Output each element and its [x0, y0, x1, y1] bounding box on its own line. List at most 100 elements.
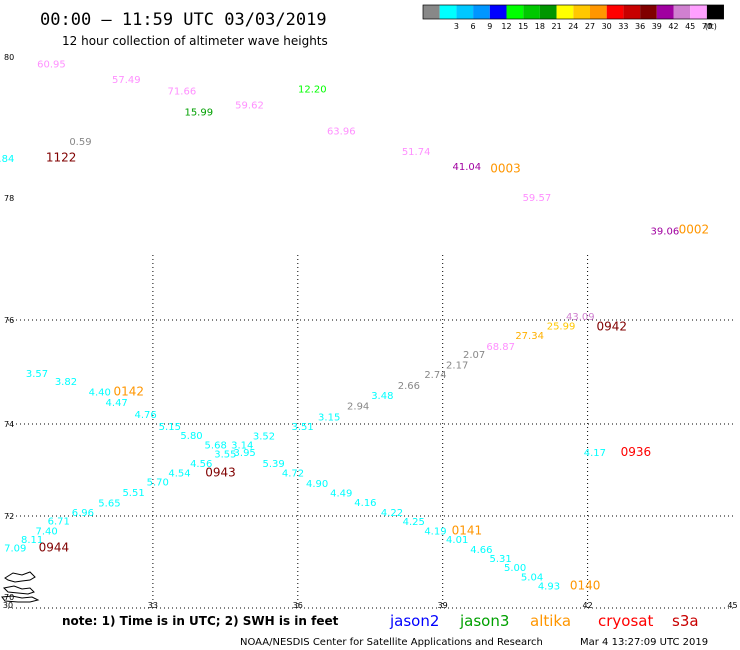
pass-time-label: 0141: [452, 523, 483, 537]
legend-swatch: [606, 5, 624, 19]
legend-swatch: [640, 5, 657, 19]
wave-height-value: 25.99: [547, 321, 576, 332]
wave-height-value: 3.14: [231, 440, 253, 451]
wave-height-value: 4.40: [89, 387, 111, 398]
legend-swatch: [423, 5, 440, 19]
legend-label: 15: [518, 22, 528, 31]
wave-height-value: 5.39: [263, 459, 285, 470]
lat-tick-label: 80: [4, 53, 14, 62]
wave-height-value: 3.48: [371, 391, 393, 402]
lon-tick-label: 33: [148, 601, 158, 610]
wave-height-value: 4.17: [584, 448, 606, 459]
legend-label: 6: [471, 22, 476, 31]
legend-label: 9: [487, 22, 492, 31]
wave-height-value: 7.09: [4, 543, 26, 554]
legend-swatch: [539, 5, 557, 19]
satellite-name: cryosat: [598, 612, 653, 630]
legend-label: 21: [552, 22, 562, 31]
legend-swatch: [706, 5, 724, 19]
wave-height-value: 15.99: [184, 108, 213, 119]
legend-swatch: [473, 5, 490, 19]
wave-height-value: 4.16: [354, 498, 376, 509]
legend-swatch: [623, 5, 641, 19]
wave-height-value: 3.52: [253, 432, 275, 443]
footer-credit: NOAA/NESDIS Center for Satellite Applica…: [240, 637, 543, 648]
legend-swatch: [439, 5, 457, 19]
wave-height-value: 2.66: [398, 381, 420, 392]
pass-time-label: 1122: [46, 150, 77, 164]
wave-height-value: 57.49: [112, 75, 141, 86]
legend-label: 36: [635, 22, 645, 31]
wave-height-value: 4.47: [106, 398, 128, 409]
coastline: [1, 571, 40, 603]
lat-tick-label: 78: [4, 194, 14, 203]
pass-time-label: 0142: [113, 384, 144, 398]
color-scale-legend: 3 6 9 12 15 18 21 24 27 30 33 36 39 42 45 70(ft): [422, 4, 724, 31]
wave-height-value: 12.20: [298, 84, 327, 95]
satellite-name: jason2: [389, 612, 439, 630]
wave-height-value: 4.25: [403, 517, 425, 528]
legend-swatch: [556, 5, 574, 19]
wave-height-value: 4.19: [424, 526, 446, 537]
lon-tick-label: 30: [3, 601, 13, 610]
wave-height-value: 4.72: [282, 468, 304, 479]
wave-height-value: 3.95: [234, 448, 256, 459]
wave-height-value: 2.74: [424, 370, 446, 381]
wave-height-value: 41.04: [453, 162, 482, 173]
wave-height-value: 2.07: [463, 350, 485, 361]
wave-height-value: 5.04: [521, 572, 543, 583]
wave-height-value: 3.51: [291, 422, 313, 433]
wave-height-value: 4.49: [330, 489, 352, 500]
legend-swatch: [489, 5, 507, 19]
legend-label: 45: [685, 22, 695, 31]
legend-label: 3: [454, 22, 459, 31]
wave-height-value: 5.65: [98, 498, 120, 509]
wave-height-value: 4.93: [538, 582, 560, 593]
lat-tick-label: 76: [4, 316, 14, 325]
wave-height-value: 7.40: [36, 526, 58, 537]
wave-height-value: 3.82: [55, 377, 77, 388]
wave-height-value: 5.15: [159, 422, 181, 433]
wave-height-value: 59.62: [235, 100, 264, 111]
satellite-legend: jason2 jason3 altika cryosat s3a: [389, 612, 699, 630]
pass-time-label: 0942: [596, 319, 627, 333]
pass-time-labels: 1122 0003 0002 0942 0142 0936 0943 0944 0141 0140: [39, 150, 710, 592]
wave-height-value: 0.59: [69, 137, 91, 148]
wave-height-value: 8.11: [21, 535, 43, 546]
wave-height-value: 63.96: [327, 127, 356, 138]
lon-tick-label: 36: [293, 601, 303, 610]
wave-height-value: 3.57: [26, 369, 48, 380]
wave-height-value: 5.84: [0, 154, 14, 165]
wave-height-value: 4.66: [470, 545, 492, 556]
wave-height-value: 4.90: [306, 479, 328, 490]
wave-height-value: 4.01: [446, 535, 468, 546]
legend-label: 24: [568, 22, 578, 31]
wave-height-value: 5.70: [147, 478, 169, 489]
wave-height-value: 3.55: [214, 450, 236, 461]
wave-height-value: 6.71: [48, 516, 70, 527]
wave-height-value: 27.34: [515, 331, 544, 342]
axis-labels: 30 33 36 39 42 45 80 78 76 74 72 70: [3, 53, 738, 610]
lat-tick-label: 70: [4, 593, 14, 602]
wave-height-value: 3.15: [318, 412, 340, 423]
wave-height-value: 4.76: [135, 410, 157, 421]
pass-time-label: 0140: [570, 579, 601, 593]
wave-height-value: 2.17: [446, 360, 468, 371]
legend-label: 39: [652, 22, 662, 31]
wave-height-value: 59.57: [523, 193, 552, 204]
pass-time-label: 0943: [205, 465, 236, 479]
legend-label: 18: [535, 22, 545, 31]
satellite-name: altika: [530, 612, 571, 630]
wave-height-value: 71.66: [168, 86, 197, 97]
satellite-name: jason3: [459, 612, 509, 630]
wave-height-value: 68.87: [486, 342, 515, 353]
wave-height-value: 43.09: [566, 312, 595, 323]
wave-height-value: 39.06: [651, 227, 680, 238]
pass-time-label: 0944: [39, 540, 70, 554]
wave-height-value: 4.54: [168, 468, 190, 479]
legend-unit: (ft): [705, 22, 717, 31]
lat-tick-label: 72: [4, 512, 14, 521]
legend-label: 70: [702, 22, 712, 31]
wave-height-value: 2.94: [347, 401, 369, 412]
